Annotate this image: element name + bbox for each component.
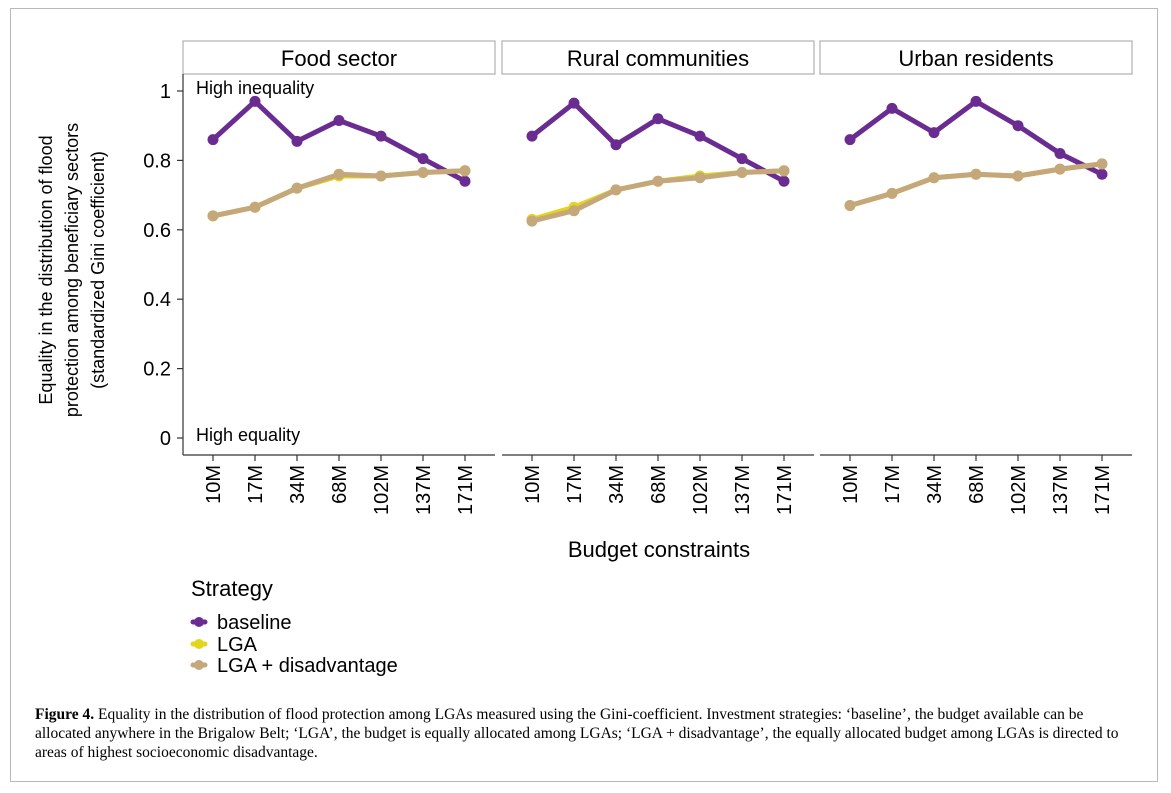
data-point [1054,147,1066,159]
data-point [207,134,219,146]
facet-panel: Urban residents 10M 17M 34M 68M 102M 137M 171M [819,40,1133,515]
x-tick-label: 102M [1008,465,1030,515]
data-point [1012,170,1024,182]
data-point [886,187,898,199]
y-tick-label: 0.2 [143,359,171,381]
data-point [652,113,664,125]
data-point [417,153,429,165]
legend-item-label: LGA [217,634,258,656]
x-tick-label: 10M [840,465,862,504]
facet-title: Food sector [281,46,397,71]
legend-key-point [194,617,204,627]
facet-title: Urban residents [898,46,1053,71]
data-point [970,95,982,107]
data-point [375,170,387,182]
data-point [333,168,345,180]
data-point [694,172,706,184]
figure-caption: Figure 4. Equality in the distribution o… [35,705,1140,762]
facet-title: Rural communities [567,46,749,71]
x-tick-label: 102M [371,465,393,515]
legend-title: Strategy [191,576,273,601]
facet-strip [501,40,815,75]
data-point [736,153,748,165]
facet-strip [182,40,496,75]
x-tick-label: 34M [924,465,946,504]
x-tick-label: 137M [1050,465,1072,515]
caption-text: Equality in the distribution of flood pr… [35,706,1119,761]
y-axis-label-line-1: Equality in the distribution of flood [36,135,56,404]
x-tick-label: 171M [774,465,796,515]
series-line [847,98,1105,177]
data-point [736,167,748,179]
data-point [970,168,982,180]
data-point [886,102,898,114]
x-tick-label: 137M [413,465,435,515]
data-point [207,210,219,222]
annotation-high-equality: High equality [196,425,300,445]
data-point [610,139,622,151]
data-point [526,130,538,142]
x-tick-label: 171M [1092,465,1114,515]
figure-frame [10,8,1158,782]
data-point [249,95,261,107]
legend-key-point [194,639,204,649]
facet-panel: Rural communities 10M 17M 34M 68M 102M 137M 171… [501,40,815,515]
facet-strip [819,40,1133,75]
y-tick-label: 1 [160,81,171,103]
data-point [694,130,706,142]
data-point [291,182,303,194]
data-point [459,175,471,187]
annotation-high-inequality: High inequality [196,78,314,98]
x-tick-label: 102M [690,465,712,515]
data-point [928,172,940,184]
y-tick-label: 0.6 [143,220,171,242]
caption-label: Figure 4. [35,706,95,723]
x-tick-label: 17M [245,465,267,504]
data-point [568,97,580,109]
x-tick-label: 68M [648,465,670,504]
data-point [417,167,429,179]
y-axis-label-line-2: protection among beneficiary sectors [62,123,82,417]
x-tick-label: 10M [522,465,544,504]
facet-panel: Food sector 10M 17M 34M 68M 102M 137M 171M [182,40,496,515]
x-tick-label: 17M [882,465,904,504]
x-tick-label: 34M [287,465,309,504]
x-tick-label: 10M [203,465,225,504]
data-point [610,184,622,196]
y-axis-label-line-3: (standardized Gini coefficient) [88,151,108,389]
data-point [844,134,856,146]
data-point [1054,163,1066,175]
legend-key-point [194,660,204,670]
x-tick-label: 171M [455,465,477,515]
x-tick-label: 17M [564,465,586,504]
data-point [1096,158,1108,170]
data-point [928,127,940,139]
data-point [291,135,303,147]
data-point [459,165,471,177]
data-point [568,205,580,217]
x-tick-label: 68M [329,465,351,504]
data-point [778,175,790,187]
data-point [526,215,538,227]
y-tick-label: 0.4 [143,289,171,311]
legend-item-label: LGA + disadvantage [217,655,398,677]
y-tick-label: 0.8 [143,150,171,172]
data-point [1096,168,1108,180]
data-point [249,201,261,213]
data-point [844,200,856,212]
x-tick-label: 137M [732,465,754,515]
x-tick-label: 68M [966,465,988,504]
y-tick-label: 0 [160,428,171,450]
data-point [652,175,664,187]
data-point [333,114,345,126]
data-point [375,130,387,142]
data-point [778,165,790,177]
data-point [1012,120,1024,132]
x-axis-label: Budget constraints [568,537,750,562]
legend-item-label: baseline [217,612,292,634]
x-tick-label: 34M [606,465,628,504]
